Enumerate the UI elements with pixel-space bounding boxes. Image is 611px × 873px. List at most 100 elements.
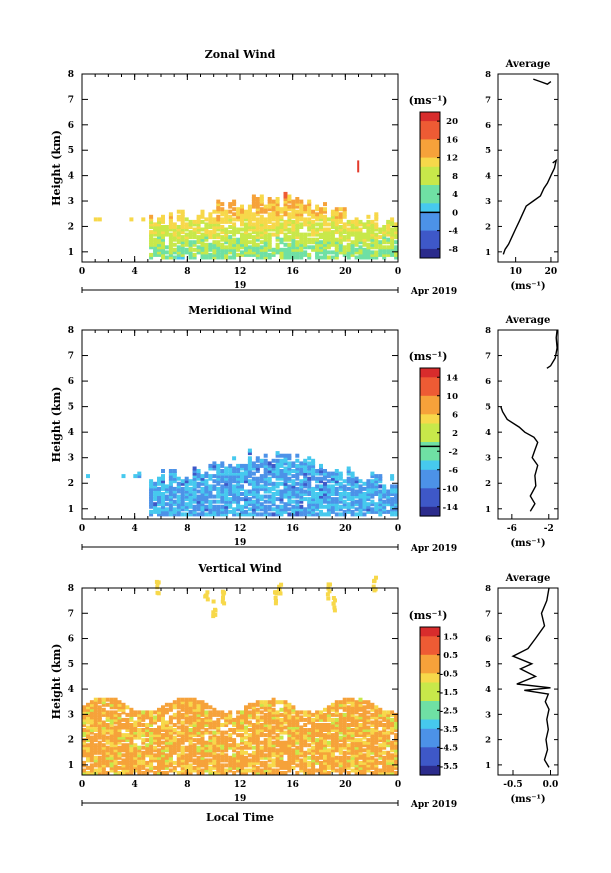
heatmap-cell [267,463,272,468]
heatmap-cell [224,738,229,743]
heatmap-cell [133,723,138,727]
heatmap-cell [129,733,134,738]
heatmap-cell [117,753,122,758]
heatmap-cell [196,750,201,755]
heatmap-cell [279,474,284,479]
heatmap-cell [176,763,181,768]
heatmap-cell [236,252,241,257]
heatmap-cell [275,489,280,494]
heatmap-cell [358,494,363,499]
heatmap-cell [220,227,225,232]
heatmap-cell [366,728,371,732]
heatmap-cell [200,242,205,247]
colorbar-frame [419,626,441,776]
heatmap-cell [153,509,158,514]
heatmap-cell [319,743,323,748]
heatmap-cell [259,479,264,484]
heatmap-cell [354,748,359,753]
heatmap-cell [200,745,205,750]
heatmap-cell [299,728,304,732]
heatmap-cell [326,765,331,770]
heatmap-cell [271,232,276,237]
heatmap-cell [346,760,351,765]
heatmap-cell [287,250,292,255]
heatmap-cell [374,507,379,512]
heatmap-cell [370,707,375,712]
heatmap-cell [109,748,114,753]
heatmap-cell [149,494,154,499]
heatmap-cell [180,209,185,214]
heatmap-cell [370,232,375,237]
heatmap-cell [164,763,169,768]
heatmap-cell [338,242,343,247]
heatmap-cell [244,476,248,481]
heatmap-cell [394,743,399,748]
heatmap-cell [366,760,371,765]
heatmap-cell [350,735,355,740]
heatmap-cell [105,710,110,715]
heatmap-cell [334,728,339,732]
heatmap-cell [374,763,379,768]
date-day: 19 [234,281,247,291]
heatmap-cell [366,725,371,730]
heatmap-cell [247,474,252,479]
heatmap-cell [259,458,264,463]
heatmap-cell [370,235,375,240]
heatmap-cell [263,743,268,748]
heatmap-cell [390,486,395,491]
heatmap-cell [141,717,146,722]
heatmap-cell [350,753,355,758]
heatmap-cell [149,497,154,502]
heatmap-cell [216,730,221,735]
heatmap-cell [149,484,154,489]
heatmap-cell [287,466,292,471]
heatmap-cell [149,235,154,240]
heatmap-cell [291,461,296,466]
heatmap-cell [247,217,252,222]
heatmap-cell [350,697,355,702]
heatmap-cell [247,507,252,512]
heatmap-cell [244,758,248,763]
heatmap-cell [307,504,312,509]
heatmap-cell [358,765,363,770]
heatmap-cell [101,730,106,735]
heatmap-cell [200,214,205,219]
heatmap-cell [97,723,102,727]
heatmap-cell [157,768,161,773]
heatmap-cell [291,199,296,204]
heatmap-cell [141,733,146,738]
heatmap-cell [164,710,169,715]
heatmap-cell [358,512,363,517]
heatmap-cell [303,768,308,773]
heatmap-cell [113,697,118,702]
heatmap-cell [247,499,252,504]
heatmap-cell [378,745,383,750]
heatmap-cell [196,476,201,481]
heatmap-cell [319,497,323,502]
heatmap-cell [315,237,320,242]
heatmap-cell [319,753,323,758]
heatmap-cell [255,466,260,471]
heatmap-cell [374,232,379,237]
heatmap-cell [342,230,347,235]
heatmap-cell [236,760,241,765]
heatmap-cell [362,232,367,237]
colorbar-segment [420,130,440,140]
colorbar-label: -2 [449,447,459,457]
heatmap-cell [307,492,312,496]
heatmap-cell [247,207,252,212]
heatmap-cell [386,509,391,514]
heatmap-cell [330,235,335,240]
heatmap-cell [168,250,173,255]
heatmap-cell [350,717,355,722]
heatmap-cell [311,486,316,491]
heatmap-cell [358,240,363,245]
heatmap-cell [236,227,241,232]
heatmap-cell [354,255,359,260]
heatmap-cell [137,471,142,476]
heatmap-cell [287,745,292,750]
heatmap-cell [180,702,185,707]
heatmap-cell [319,717,323,722]
heatmap-cell [255,458,260,463]
heatmap-cell [275,755,280,760]
